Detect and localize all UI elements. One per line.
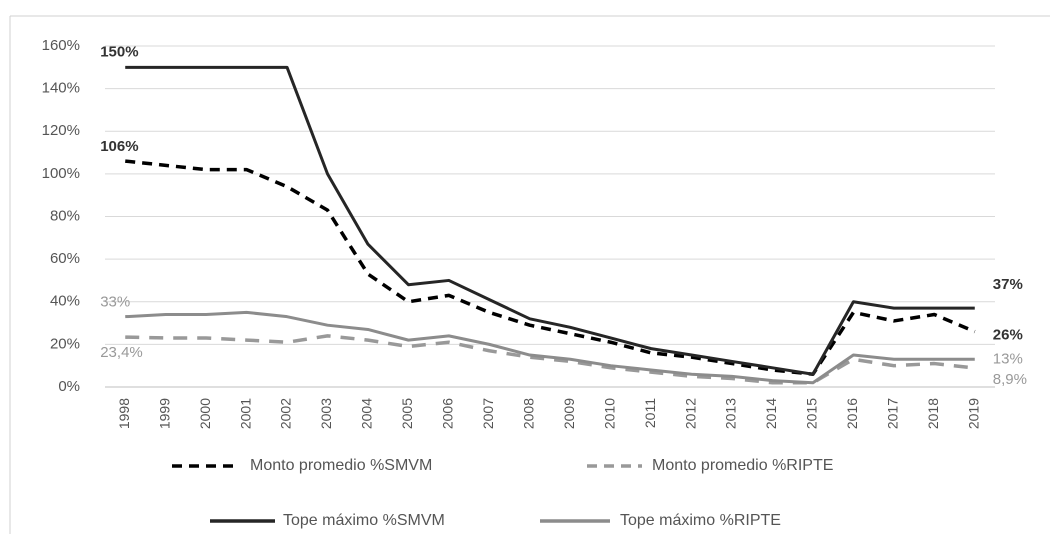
value-label: 13% [993, 350, 1023, 367]
y-tick-label: 0% [58, 378, 80, 395]
x-tick-label: 2003 [318, 398, 334, 429]
y-tick-label: 120% [42, 122, 80, 139]
line-series [125, 310, 975, 385]
x-tick-label: 2018 [925, 398, 941, 429]
x-tick-label: 2009 [561, 398, 577, 429]
y-tick-label: 80% [50, 207, 80, 224]
y-tick-label: 160% [42, 37, 80, 54]
x-tick-label: 2001 [237, 398, 253, 429]
line-series [125, 159, 976, 376]
value-label: 26% [993, 327, 1023, 344]
x-tick-label: 2008 [520, 398, 536, 429]
y-tick-label: 100% [42, 165, 80, 182]
y-tick-label: 60% [50, 250, 80, 267]
x-tick-label: 1998 [116, 398, 132, 429]
value-label: 37% [993, 276, 1023, 293]
x-tick-label: 2005 [399, 398, 415, 429]
y-tick-label: 140% [42, 80, 80, 97]
x-tick-label: 2002 [278, 398, 294, 429]
value-label: 33% [100, 294, 130, 311]
value-label: 8,9% [993, 371, 1027, 388]
x-tick-label: 2012 [682, 398, 698, 429]
x-tick-label: 2017 [885, 398, 901, 429]
x-tick-label: 2011 [642, 398, 658, 428]
legend-label: Tope máximo %SMVM [283, 512, 445, 529]
y-tick-label: 20% [50, 335, 80, 352]
legend-label: Monto promedio %SMVM [250, 457, 432, 474]
x-tick-label: 2010 [601, 398, 617, 429]
x-tick-label: 2006 [440, 398, 456, 429]
legend-label: Monto promedio %RIPTE [652, 457, 833, 474]
x-tick-label: 2014 [763, 398, 779, 429]
x-tick-label: 2013 [723, 398, 739, 429]
x-tick-label: 2007 [480, 398, 496, 429]
x-tick-label: 2004 [359, 398, 375, 429]
value-label: 23,4% [100, 344, 143, 361]
x-tick-label: 2016 [844, 398, 860, 429]
x-tick-label: 2000 [197, 398, 213, 429]
x-tick-label: 2015 [804, 398, 820, 429]
line-series [125, 65, 975, 376]
legend-label: Tope máximo %RIPTE [620, 512, 781, 529]
value-label: 106% [100, 138, 138, 155]
x-tick-label: 2019 [965, 398, 981, 429]
x-tick-label: 1999 [156, 398, 172, 429]
y-tick-label: 40% [50, 293, 80, 310]
value-label: 150% [100, 43, 138, 60]
